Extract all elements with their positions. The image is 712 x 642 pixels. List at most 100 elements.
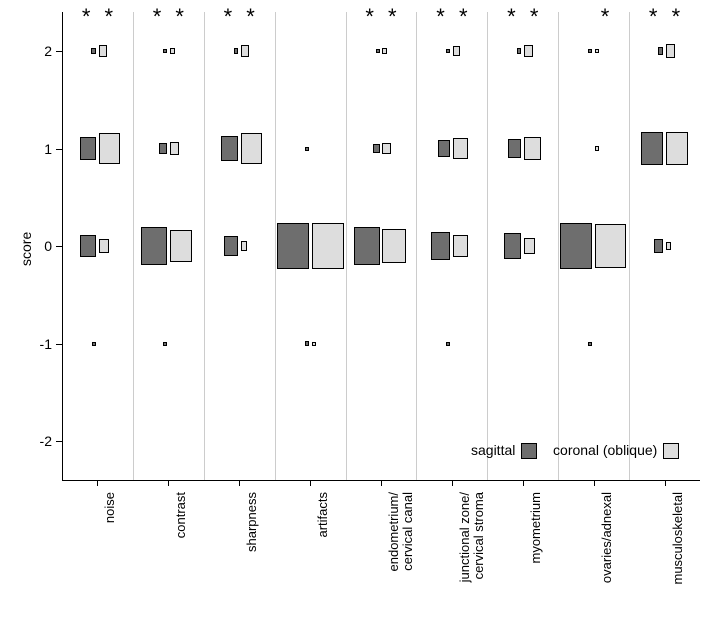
box-coronal_oblique bbox=[524, 137, 540, 160]
box-coronal_oblique bbox=[666, 44, 676, 58]
box-sagittal bbox=[141, 227, 167, 264]
box-sagittal bbox=[588, 49, 592, 53]
sig-marker: * bbox=[362, 6, 378, 28]
xtick-mark bbox=[665, 480, 666, 486]
ytick-mark bbox=[56, 441, 62, 442]
legend-swatch bbox=[663, 443, 679, 459]
box-coronal_oblique bbox=[595, 49, 599, 53]
box-sagittal bbox=[354, 227, 380, 264]
sig-marker: * bbox=[384, 6, 400, 28]
xtick-label: musculoskeletal bbox=[671, 492, 685, 642]
box-coronal_oblique bbox=[524, 45, 533, 58]
box-sagittal bbox=[641, 132, 663, 164]
xtick-mark bbox=[381, 480, 382, 486]
box-coronal_oblique bbox=[312, 342, 316, 346]
box-sagittal bbox=[376, 49, 380, 53]
box-sagittal bbox=[560, 223, 593, 270]
sig-marker: * bbox=[645, 6, 661, 28]
ytick-mark bbox=[56, 149, 62, 150]
grid-line bbox=[487, 12, 488, 480]
ytick-label: 1 bbox=[0, 141, 52, 157]
box-sagittal bbox=[159, 143, 166, 154]
ytick-mark bbox=[56, 246, 62, 247]
box-coronal_oblique bbox=[382, 229, 406, 263]
box-sagittal bbox=[224, 236, 238, 256]
legend: sagittal coronal (oblique) bbox=[471, 442, 695, 459]
legend-label: coronal (oblique) bbox=[553, 442, 657, 458]
box-coronal_oblique bbox=[453, 138, 468, 159]
sig-marker: * bbox=[503, 6, 519, 28]
box-coronal_oblique bbox=[666, 242, 671, 250]
box-coronal_oblique bbox=[312, 223, 344, 269]
xtick-mark bbox=[594, 480, 595, 486]
box-coronal_oblique bbox=[170, 230, 192, 261]
xtick-label: artifacts bbox=[316, 492, 330, 642]
sig-marker: * bbox=[597, 6, 613, 28]
box-sagittal bbox=[438, 140, 450, 158]
box-sagittal bbox=[658, 47, 663, 55]
box-sagittal bbox=[80, 137, 96, 159]
box-coronal_oblique bbox=[170, 48, 175, 55]
sig-marker: * bbox=[101, 6, 117, 28]
xtick-mark bbox=[310, 480, 311, 486]
ytick-mark bbox=[56, 344, 62, 345]
box-sagittal bbox=[446, 342, 450, 346]
box-sagittal bbox=[234, 48, 238, 54]
box-sagittal bbox=[305, 147, 309, 151]
legend-swatch bbox=[521, 443, 537, 459]
sig-marker: * bbox=[243, 6, 259, 28]
box-sagittal bbox=[163, 342, 167, 346]
box-sagittal bbox=[654, 239, 664, 253]
sig-marker: * bbox=[455, 6, 471, 28]
box-coronal_oblique bbox=[666, 132, 688, 164]
box-coronal_oblique bbox=[99, 133, 120, 163]
box-sagittal bbox=[508, 139, 522, 159]
sig-marker: * bbox=[172, 6, 188, 28]
xtick-label: sharpness bbox=[245, 492, 259, 642]
xtick-label: noise bbox=[103, 492, 117, 642]
box-coronal_oblique bbox=[524, 238, 535, 254]
xtick-label: junctional zone/ cervical stroma bbox=[458, 492, 487, 642]
box-sagittal bbox=[277, 223, 309, 269]
box-sagittal bbox=[373, 144, 380, 154]
y-axis bbox=[62, 12, 63, 480]
legend-label: sagittal bbox=[471, 442, 515, 458]
grid-line bbox=[629, 12, 630, 480]
xtick-mark bbox=[523, 480, 524, 486]
ytick-label: 2 bbox=[0, 43, 52, 59]
y-axis-label: score bbox=[18, 232, 34, 266]
xtick-label: endometrium/ cervical canal bbox=[387, 492, 416, 642]
xtick-mark bbox=[452, 480, 453, 486]
sig-marker: * bbox=[668, 6, 684, 28]
box-sagittal bbox=[80, 235, 96, 257]
sig-marker: * bbox=[220, 6, 236, 28]
box-coronal_oblique bbox=[170, 142, 180, 156]
xtick-mark bbox=[239, 480, 240, 486]
xtick-mark bbox=[168, 480, 169, 486]
box-coronal_oblique bbox=[453, 46, 460, 56]
box-coronal_oblique bbox=[241, 241, 248, 251]
box-coronal_oblique bbox=[453, 235, 468, 256]
xtick-label: ovaries/adnexal bbox=[600, 492, 614, 642]
xtick-label: contrast bbox=[174, 492, 188, 642]
box-coronal_oblique bbox=[241, 45, 250, 58]
xtick-mark bbox=[97, 480, 98, 486]
grid-line bbox=[416, 12, 417, 480]
ytick-label: -1 bbox=[0, 336, 52, 352]
box-sagittal bbox=[92, 342, 96, 346]
sig-marker: * bbox=[149, 6, 165, 28]
ytick-mark bbox=[56, 51, 62, 52]
box-coronal_oblique bbox=[382, 48, 387, 55]
box-coronal_oblique bbox=[99, 45, 107, 57]
box-coronal_oblique bbox=[382, 143, 390, 155]
chart-container: -2-1012score**noise**contrast**sharpness… bbox=[0, 0, 712, 641]
box-sagittal bbox=[504, 233, 522, 258]
grid-line bbox=[133, 12, 134, 480]
grid-line bbox=[204, 12, 205, 480]
box-sagittal bbox=[91, 48, 96, 55]
sig-marker: * bbox=[78, 6, 94, 28]
box-coronal_oblique bbox=[595, 146, 599, 152]
xtick-label: myometrium bbox=[529, 492, 543, 642]
box-coronal_oblique bbox=[241, 133, 262, 163]
box-sagittal bbox=[588, 342, 592, 346]
